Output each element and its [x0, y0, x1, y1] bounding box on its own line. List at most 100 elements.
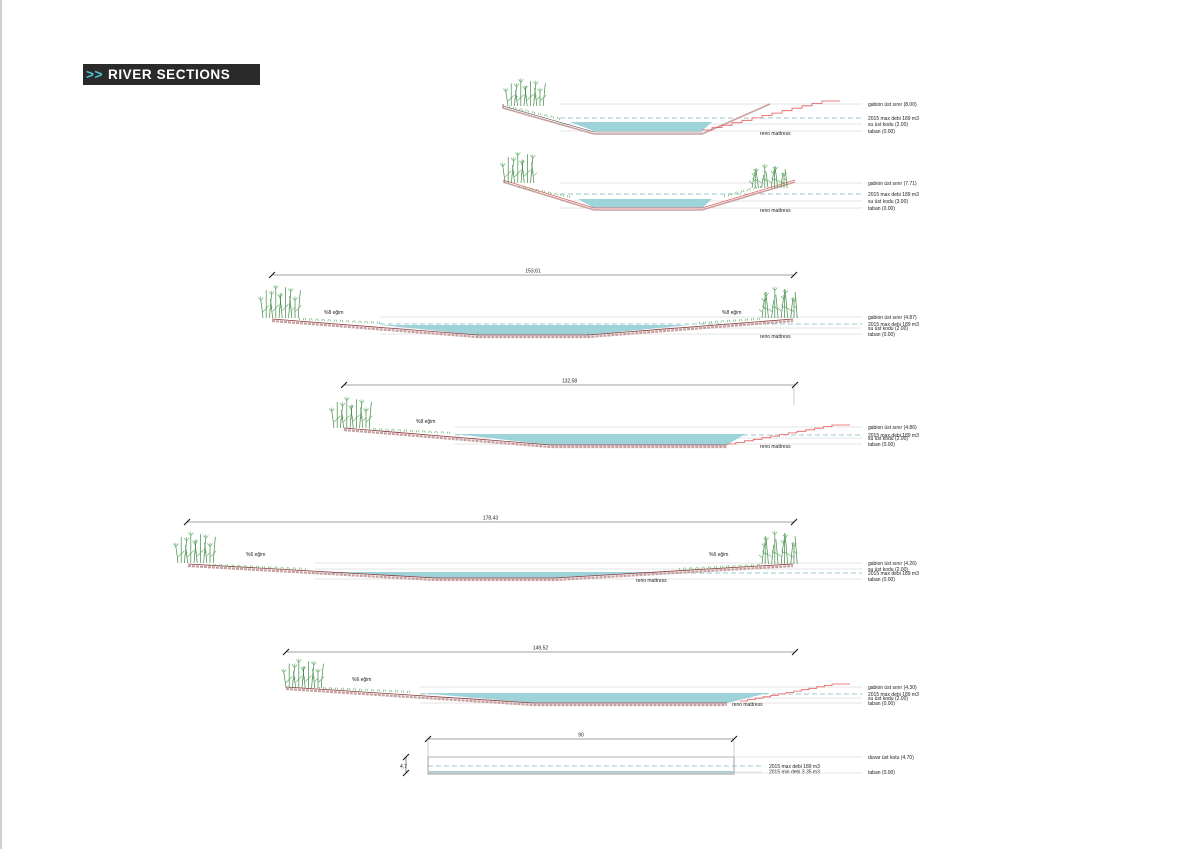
mattress-label: reno mattress — [760, 444, 791, 450]
reed-head — [183, 537, 190, 542]
reed-stem — [751, 175, 755, 189]
reed-head — [780, 294, 787, 299]
level-label: su üst kodu (2.00) — [868, 122, 908, 128]
reed-head — [763, 292, 769, 297]
level-label: gabion üst sınır (4.30) — [868, 685, 917, 691]
reed-head — [188, 531, 194, 536]
reed-head — [513, 82, 520, 88]
reed-leaf — [523, 173, 528, 177]
reed-leaf — [346, 415, 351, 419]
reed-head — [296, 658, 302, 663]
reed-stem — [524, 89, 528, 107]
reed-stem — [505, 91, 509, 107]
reed-leaf — [790, 309, 795, 313]
river-section-2: gabion üst sınır (7.71) 2015 max debi 189… — [500, 151, 919, 214]
reed-leaf — [504, 174, 509, 178]
reed-leaf — [190, 550, 195, 554]
reed-leaf — [292, 677, 296, 682]
reed-leaf — [308, 675, 312, 679]
reed-leaf — [790, 554, 795, 559]
width-dimension-label: 153,61 — [525, 269, 541, 275]
reed-stem — [340, 406, 343, 429]
grass-strip — [208, 563, 307, 571]
reed-leaf — [281, 307, 286, 312]
slope-label-left: %6 eğim — [352, 677, 371, 683]
reed-stem — [289, 295, 293, 319]
reed-leaf — [336, 415, 341, 420]
reed-stem — [302, 670, 306, 689]
reed-stem — [790, 541, 794, 565]
reed-leaf — [768, 308, 772, 312]
grass-strip — [508, 105, 561, 121]
reed-leaf — [774, 306, 779, 311]
reed-head — [791, 297, 797, 302]
reed-leaf — [340, 417, 344, 421]
reno-mattress — [271, 319, 794, 339]
slope-label-right: %6 eğim — [709, 552, 728, 558]
reed-leaf — [781, 304, 785, 309]
reed-stem — [193, 539, 197, 564]
grass-strip — [723, 185, 762, 198]
dimension-tick — [268, 271, 276, 279]
reed-leaf — [362, 417, 367, 422]
reed-leaf — [294, 308, 299, 313]
reed-head — [518, 78, 524, 83]
reed-head — [339, 402, 346, 407]
reed-stem — [283, 672, 287, 689]
reed-stem — [533, 84, 537, 107]
reed-leaf — [517, 97, 521, 101]
reno-mattress — [285, 687, 727, 707]
reed-leaf — [787, 307, 792, 312]
reed-head — [300, 666, 306, 671]
reed-head — [273, 284, 279, 289]
width-dimension-label: 90 — [578, 733, 584, 739]
reed-stem — [542, 83, 546, 107]
reed-leaf — [520, 94, 525, 98]
river-section-6: 149,52 gabion üst sınır (4.30)2015 max de… — [281, 646, 919, 708]
reed-leaf — [298, 675, 303, 680]
reed-head — [772, 286, 778, 291]
reed-leaf — [761, 177, 766, 182]
reed-leaf — [530, 171, 534, 175]
reed-head — [782, 533, 789, 538]
reed-stem — [270, 298, 273, 319]
reed-leaf — [288, 676, 293, 680]
reed-stem — [511, 161, 514, 184]
bank-profile — [187, 563, 794, 579]
bank-profile — [502, 105, 702, 133]
reed-stem — [203, 538, 207, 564]
level-label: duvar üst kotu (4.70) — [868, 755, 914, 761]
level-label: 2015 max debi 189 m3 — [868, 322, 919, 328]
reed-stem — [531, 162, 535, 184]
reno-mattress — [502, 103, 771, 135]
reed-leaf — [343, 418, 347, 422]
reed-stem — [780, 543, 784, 565]
reed-stem — [765, 296, 769, 319]
reed-head — [533, 80, 539, 85]
slope-label-left: %6 eğim — [246, 552, 265, 558]
slope-label-left: %8 eğim — [416, 419, 435, 425]
reed-head — [207, 542, 213, 547]
page-edge-line — [0, 0, 2, 849]
level-label: 2015 max debi 189 m3 — [868, 192, 919, 198]
reed-stem — [761, 174, 765, 189]
level-label: taban (0.00) — [868, 770, 895, 776]
river-section-5: 178,43 gabion üst sınır (4.26)su üst kodu… — [173, 516, 919, 584]
reed-leaf — [793, 551, 798, 555]
reed-stem — [278, 293, 282, 319]
level-label: gabion üst sınır (7.71) — [868, 181, 917, 187]
level-label: su üst kodu (2.00) — [868, 567, 908, 573]
level-label: 2015 max debi 189 m3 — [868, 116, 919, 122]
reed-head — [510, 157, 517, 162]
reed-stem — [775, 294, 779, 319]
mattress-label: reno mattress — [636, 578, 667, 584]
mattress-label: reno mattress — [760, 131, 791, 137]
reed-leaf — [530, 94, 534, 98]
reed-head — [780, 539, 787, 544]
reed-stem — [194, 543, 198, 564]
reed-stem — [534, 88, 538, 107]
reed-leaf — [212, 550, 217, 555]
width-dimension-label: 149,52 — [533, 646, 549, 652]
reed-leaf — [536, 96, 541, 100]
